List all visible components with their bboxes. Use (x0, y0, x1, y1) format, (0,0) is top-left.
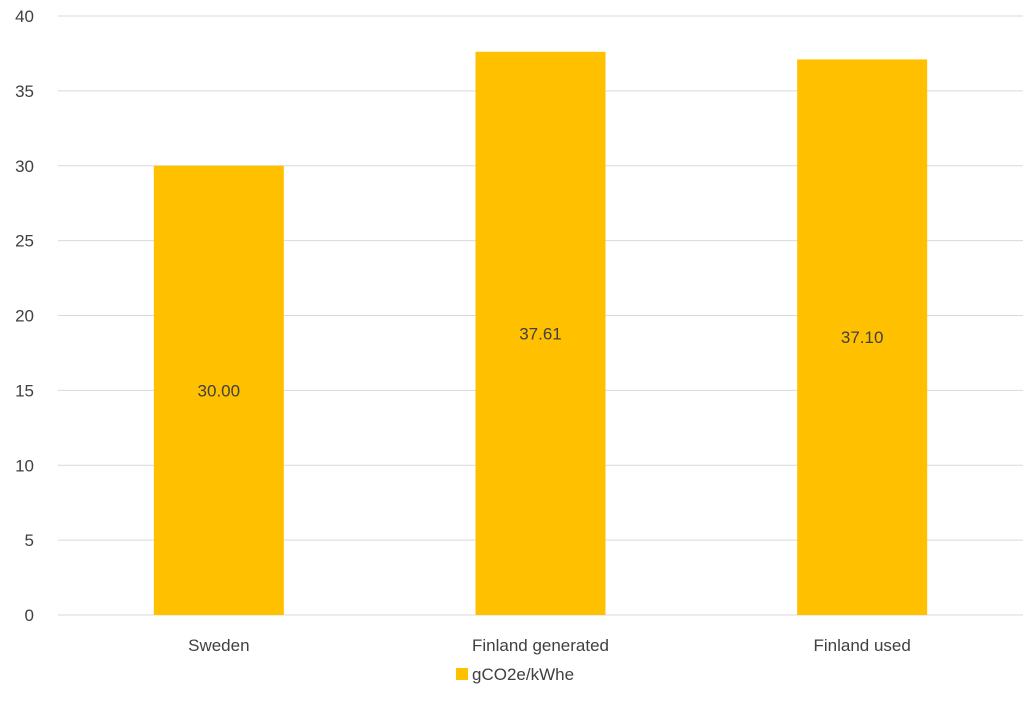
data-label: 30.00 (198, 381, 241, 400)
y-tick-label: 20 (15, 307, 34, 326)
y-tick-label: 40 (15, 7, 34, 26)
y-tick-label: 15 (15, 381, 34, 400)
bar (153, 165, 284, 615)
bar (475, 51, 606, 616)
data-label: 37.10 (841, 328, 884, 347)
x-category-label: Sweden (188, 636, 249, 655)
y-axis-tick-labels: 0 5 10 15 20 25 30 35 40 (15, 7, 34, 625)
y-tick-label: 35 (15, 82, 34, 101)
x-category-label: Finland used (813, 636, 910, 655)
data-label: 37.61 (519, 324, 562, 343)
y-tick-label: 10 (15, 456, 34, 475)
legend-label: gCO2e/kWhe (472, 665, 574, 684)
data-labels: 30.00 37.61 37.10 (198, 324, 884, 400)
bars (153, 51, 928, 616)
legend-swatch (456, 668, 468, 680)
bar (797, 59, 928, 616)
y-tick-label: 0 (25, 606, 34, 625)
legend: gCO2e/kWhe (456, 665, 574, 684)
y-tick-label: 30 (15, 157, 34, 176)
x-category-label: Finland generated (472, 636, 609, 655)
y-tick-label: 5 (25, 531, 34, 550)
y-tick-label: 25 (15, 232, 34, 251)
x-axis-category-labels: Sweden Finland generated Finland used (188, 636, 911, 655)
